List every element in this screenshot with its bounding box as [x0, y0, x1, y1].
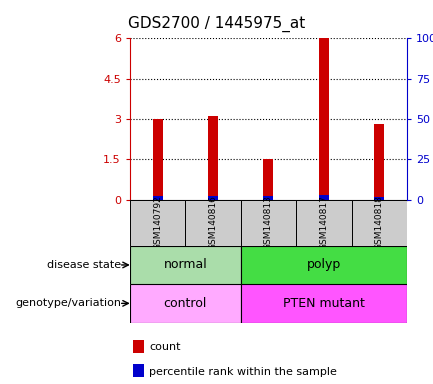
Bar	[241, 246, 407, 284]
Text: GSM140792: GSM140792	[153, 195, 162, 250]
Bar	[319, 38, 329, 200]
Text: GSM140816: GSM140816	[209, 195, 217, 250]
Bar	[263, 159, 274, 200]
Text: PTEN mutant: PTEN mutant	[283, 297, 365, 310]
Bar	[130, 200, 185, 246]
Bar	[374, 124, 385, 200]
Text: genotype/variation: genotype/variation	[15, 298, 121, 308]
Text: GDS2700 / 1445975_at: GDS2700 / 1445975_at	[128, 15, 305, 31]
Text: GSM140818: GSM140818	[375, 195, 384, 250]
Bar	[130, 246, 241, 284]
Text: disease state: disease state	[47, 260, 121, 270]
Text: GSM140813: GSM140813	[264, 195, 273, 250]
Text: control: control	[164, 297, 207, 310]
Bar	[130, 284, 241, 323]
Bar	[352, 200, 407, 246]
Bar	[152, 197, 163, 200]
Text: GSM140817: GSM140817	[320, 195, 328, 250]
Bar	[319, 195, 329, 200]
Bar	[374, 197, 385, 200]
Text: polyp: polyp	[307, 258, 341, 271]
Bar	[185, 200, 241, 246]
Bar	[263, 197, 274, 200]
Bar	[241, 200, 296, 246]
Bar	[208, 197, 218, 200]
Text: count: count	[149, 342, 181, 352]
Bar	[241, 284, 407, 323]
Bar	[296, 200, 352, 246]
Bar	[132, 339, 144, 353]
Bar	[132, 364, 144, 377]
Bar	[208, 116, 218, 200]
Text: normal: normal	[163, 258, 207, 271]
Bar	[152, 119, 163, 200]
Text: percentile rank within the sample: percentile rank within the sample	[149, 367, 337, 377]
